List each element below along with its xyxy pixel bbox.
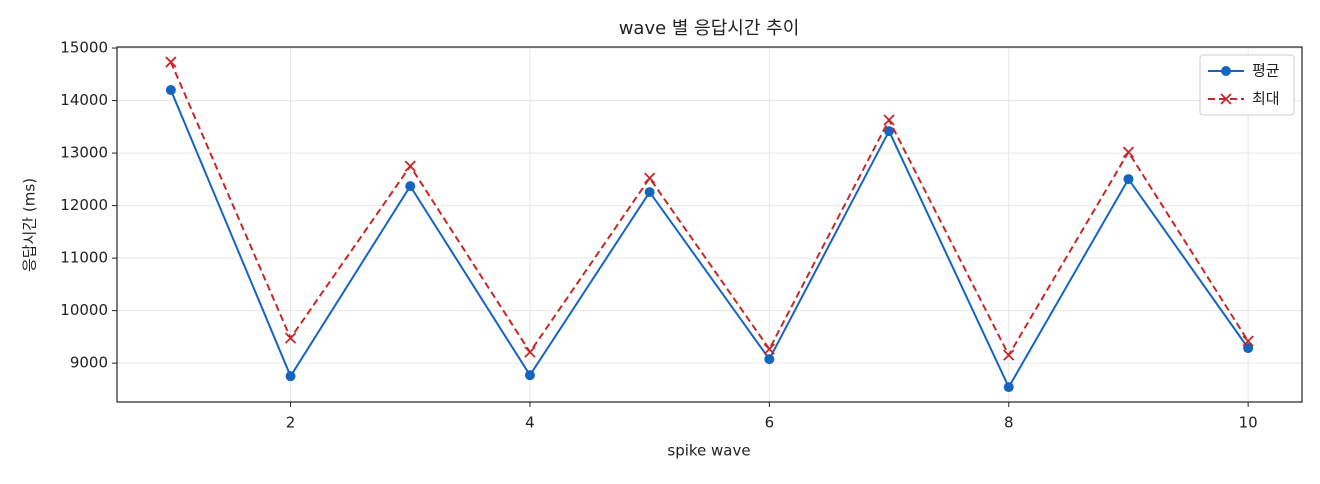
legend-marker [1221, 66, 1231, 76]
point [883, 114, 895, 126]
legend-marker [1220, 93, 1232, 105]
point [1003, 349, 1015, 361]
chart-title: wave 별 응답시간 추이 [619, 18, 800, 39]
point [1003, 382, 1014, 393]
y-tick-label: 15000 [60, 39, 108, 57]
plot-frame [116, 46, 1303, 403]
legend-label: 최대 [1252, 90, 1280, 108]
point [405, 181, 416, 192]
point [1243, 343, 1254, 354]
point [524, 370, 535, 381]
legend-label: 평균 [1252, 62, 1280, 80]
point [524, 346, 536, 358]
y-tick-label: 10000 [60, 301, 108, 319]
point [884, 126, 895, 137]
point [644, 172, 656, 184]
y-tick-label: 11000 [60, 249, 108, 267]
point [764, 354, 775, 365]
series-line [169, 61, 1249, 358]
series-line [169, 89, 1249, 390]
x-tick-label: 2 [286, 414, 296, 432]
y-tick-label: 14000 [60, 91, 108, 109]
point [165, 56, 177, 68]
x-tick-label: 8 [1004, 414, 1014, 432]
x-tick-label: 6 [765, 414, 775, 432]
x-tick-label: 4 [525, 414, 535, 432]
y-tick-label: 9000 [70, 354, 108, 372]
point [644, 187, 655, 198]
point [284, 332, 297, 344]
point [1123, 174, 1134, 185]
y-tick-label: 12000 [60, 196, 108, 214]
point [1122, 146, 1135, 158]
y-tick-label: 13000 [60, 144, 108, 162]
legend-box [1199, 54, 1295, 116]
y-axis-label: 응답시간 (ms) [21, 178, 39, 272]
point [404, 160, 416, 172]
x-axis-label: spike wave [667, 442, 750, 460]
point [285, 371, 296, 382]
point [165, 85, 176, 96]
point [763, 343, 775, 355]
x-tick-label: 10 [1239, 414, 1258, 432]
point [1242, 335, 1254, 347]
